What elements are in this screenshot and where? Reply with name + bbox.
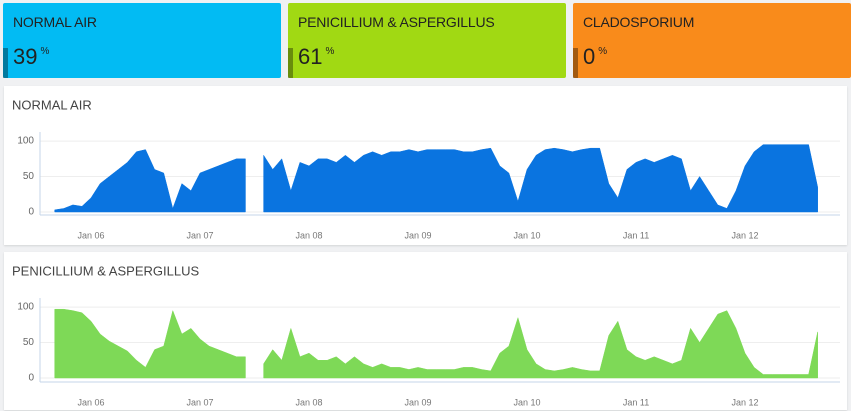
x-tick-label: Jan 11: [623, 230, 649, 240]
card-value: 61: [298, 44, 323, 69]
x-tick-label: Jan 08: [296, 397, 323, 407]
chart-title: NORMAL AIR: [12, 97, 92, 112]
x-tick-label: Jan 06: [78, 397, 105, 407]
card-value-row: 61%: [298, 44, 334, 70]
area-series: [54, 144, 818, 213]
chart-panel: PENICILLIUM & ASPERGILLUS 0 50 100 Jan 06 Jan…: [4, 252, 847, 410]
x-tick-label: Jan 07: [187, 230, 214, 240]
card-label: PENICILLIUM & ASPERGILLUS: [298, 14, 495, 30]
x-tick-label: Jan 12: [732, 230, 759, 240]
card-accent: [288, 48, 293, 78]
card-value-row: 39%: [13, 44, 49, 70]
card-accent: [3, 48, 8, 78]
chart-panel: NORMAL AIR 0 50 100 Jan 06 Jan 07 Jan 08 Jan 09…: [4, 86, 847, 245]
y-tick-label: 50: [23, 171, 35, 182]
x-tick-label: Jan 06: [78, 230, 105, 240]
card-value: 0: [583, 44, 596, 69]
x-tick-label: Jan 09: [405, 397, 432, 407]
x-tick-label: Jan 07: [187, 397, 214, 407]
card-value: 39: [13, 44, 38, 69]
stat-card: PENICILLIUM & ASPERGILLUS 61%: [288, 3, 566, 78]
card-accent: [573, 48, 578, 78]
area-series: [54, 308, 818, 379]
x-tick-label: Jan 10: [514, 397, 541, 407]
card-label: NORMAL AIR: [13, 14, 97, 30]
x-tick-label: Jan 09: [405, 230, 432, 240]
y-tick-label: 0: [28, 373, 34, 384]
x-tick-label: Jan 10: [514, 230, 541, 240]
chart: PENICILLIUM & ASPERGILLUS 0 50 100 Jan 06 Jan…: [12, 263, 840, 407]
x-tick-label: Jan 12: [732, 397, 759, 407]
y-tick-label: 50: [23, 337, 35, 348]
chart-title: PENICILLIUM & ASPERGILLUS: [12, 263, 199, 278]
card-unit: %: [325, 46, 335, 57]
y-tick-label: 100: [17, 302, 34, 313]
card-unit: %: [598, 46, 608, 57]
y-tick-label: 100: [17, 136, 34, 147]
card-unit: %: [40, 46, 50, 57]
stat-card: NORMAL AIR 39%: [3, 3, 281, 78]
x-tick-label: Jan 08: [296, 230, 323, 240]
stat-card: CLADOSPORIUM 0%: [573, 3, 851, 78]
card-label: CLADOSPORIUM: [583, 14, 695, 30]
card-value-row: 0%: [583, 44, 607, 70]
x-tick-label: Jan 11: [623, 397, 649, 407]
y-tick-label: 0: [28, 207, 34, 218]
chart: NORMAL AIR 0 50 100 Jan 06 Jan 07 Jan 08 Jan 09…: [12, 97, 840, 240]
